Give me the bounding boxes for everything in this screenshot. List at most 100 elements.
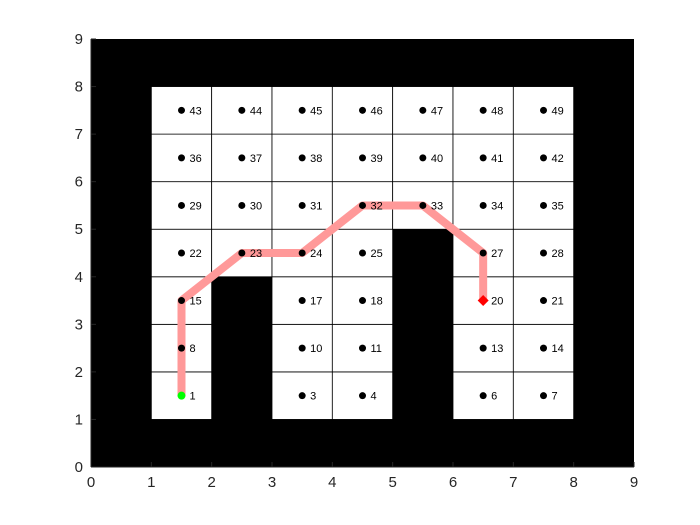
node-point bbox=[359, 154, 366, 162]
node-label: 47 bbox=[431, 105, 443, 117]
x-tick-label: 5 bbox=[388, 474, 396, 491]
node-point bbox=[479, 201, 487, 209]
node-point bbox=[298, 106, 306, 114]
node-label: 18 bbox=[371, 296, 383, 308]
node-label: 43 bbox=[190, 105, 202, 117]
x-tick-label: 4 bbox=[328, 474, 336, 491]
node-label: 27 bbox=[491, 248, 503, 260]
node-point bbox=[479, 344, 487, 352]
node-label: 23 bbox=[250, 248, 262, 260]
node-point bbox=[359, 249, 366, 257]
node-label: 14 bbox=[552, 343, 564, 355]
node-point bbox=[359, 344, 366, 352]
node-point bbox=[540, 201, 547, 209]
node-point bbox=[479, 154, 487, 162]
x-tick-label: 0 bbox=[87, 474, 95, 491]
node-label: 31 bbox=[310, 200, 322, 212]
node-label: 4 bbox=[371, 391, 377, 403]
node-point bbox=[540, 297, 547, 305]
path-line bbox=[177, 201, 488, 396]
node-point bbox=[298, 297, 306, 305]
node-label: 7 bbox=[552, 391, 558, 403]
node-point bbox=[419, 201, 427, 209]
node-label: 13 bbox=[491, 343, 503, 355]
x-tick-label: 3 bbox=[268, 474, 276, 491]
node-label: 34 bbox=[491, 200, 503, 212]
node-point bbox=[178, 106, 185, 114]
node-point bbox=[359, 392, 366, 400]
node-label: 37 bbox=[250, 153, 262, 165]
y-tick-label: 1 bbox=[75, 411, 83, 428]
node-label: 6 bbox=[491, 391, 497, 403]
node-label: 42 bbox=[552, 153, 564, 165]
node-point bbox=[419, 154, 427, 162]
node-label: 11 bbox=[371, 343, 382, 355]
node-point bbox=[540, 154, 547, 162]
node-point bbox=[479, 106, 487, 114]
node-point bbox=[298, 249, 306, 257]
x-tick-label: 9 bbox=[630, 474, 638, 491]
node-label: 36 bbox=[190, 153, 202, 165]
y-tick-label: 6 bbox=[75, 174, 83, 191]
node-label: 30 bbox=[250, 200, 262, 212]
x-tick-label: 7 bbox=[509, 474, 517, 491]
y-tick-label: 9 bbox=[75, 31, 83, 48]
y-tick-label: 4 bbox=[75, 269, 83, 286]
node-label: 10 bbox=[310, 343, 322, 355]
x-tick-label: 8 bbox=[569, 474, 577, 491]
node-point bbox=[298, 154, 306, 162]
node-label: 39 bbox=[371, 153, 383, 165]
node-point bbox=[238, 106, 246, 114]
goal-marker bbox=[477, 295, 489, 307]
node-point bbox=[238, 154, 246, 162]
y-tick-label: 2 bbox=[75, 364, 83, 381]
node-label: 8 bbox=[190, 343, 196, 355]
node-label: 22 bbox=[190, 248, 202, 260]
node-label: 46 bbox=[371, 105, 383, 117]
node-label: 33 bbox=[431, 200, 443, 212]
node-point bbox=[540, 392, 547, 400]
y-tick-label: 7 bbox=[75, 126, 83, 143]
node-label: 17 bbox=[310, 296, 322, 308]
node-point bbox=[540, 344, 547, 352]
node-label: 40 bbox=[431, 153, 443, 165]
node-point bbox=[298, 392, 306, 400]
node-point bbox=[540, 106, 547, 114]
node-label: 44 bbox=[250, 105, 262, 117]
node-point bbox=[359, 201, 366, 209]
y-tick-label: 8 bbox=[75, 79, 83, 96]
node-label: 41 bbox=[491, 153, 503, 165]
node-label: 48 bbox=[491, 105, 503, 117]
y-tick-label: 5 bbox=[75, 221, 83, 238]
node-label: 20 bbox=[491, 296, 503, 308]
node-label: 3 bbox=[310, 391, 316, 403]
node-label: 38 bbox=[310, 153, 322, 165]
node-point bbox=[359, 106, 366, 114]
node-label: 32 bbox=[371, 200, 383, 212]
node-point bbox=[540, 249, 547, 257]
node-point bbox=[298, 201, 306, 209]
y-tick-label: 0 bbox=[75, 459, 83, 476]
node-point bbox=[238, 201, 246, 209]
node-label: 29 bbox=[190, 200, 202, 212]
node-point bbox=[238, 249, 246, 257]
node-label: 1 bbox=[190, 391, 196, 403]
node-point bbox=[178, 201, 185, 209]
x-tick-label: 1 bbox=[147, 474, 155, 491]
node-point bbox=[479, 392, 487, 400]
node-label: 49 bbox=[552, 105, 564, 117]
node-label: 25 bbox=[371, 248, 383, 260]
node-point bbox=[479, 249, 487, 257]
node-point bbox=[298, 344, 306, 352]
node-label: 24 bbox=[310, 248, 322, 260]
node-point bbox=[178, 297, 185, 305]
node-label: 28 bbox=[552, 248, 564, 260]
node-label: 35 bbox=[552, 200, 564, 212]
node-point bbox=[359, 297, 366, 305]
node-point bbox=[178, 154, 185, 162]
node-point bbox=[419, 106, 427, 114]
x-tick-label: 6 bbox=[449, 474, 457, 491]
